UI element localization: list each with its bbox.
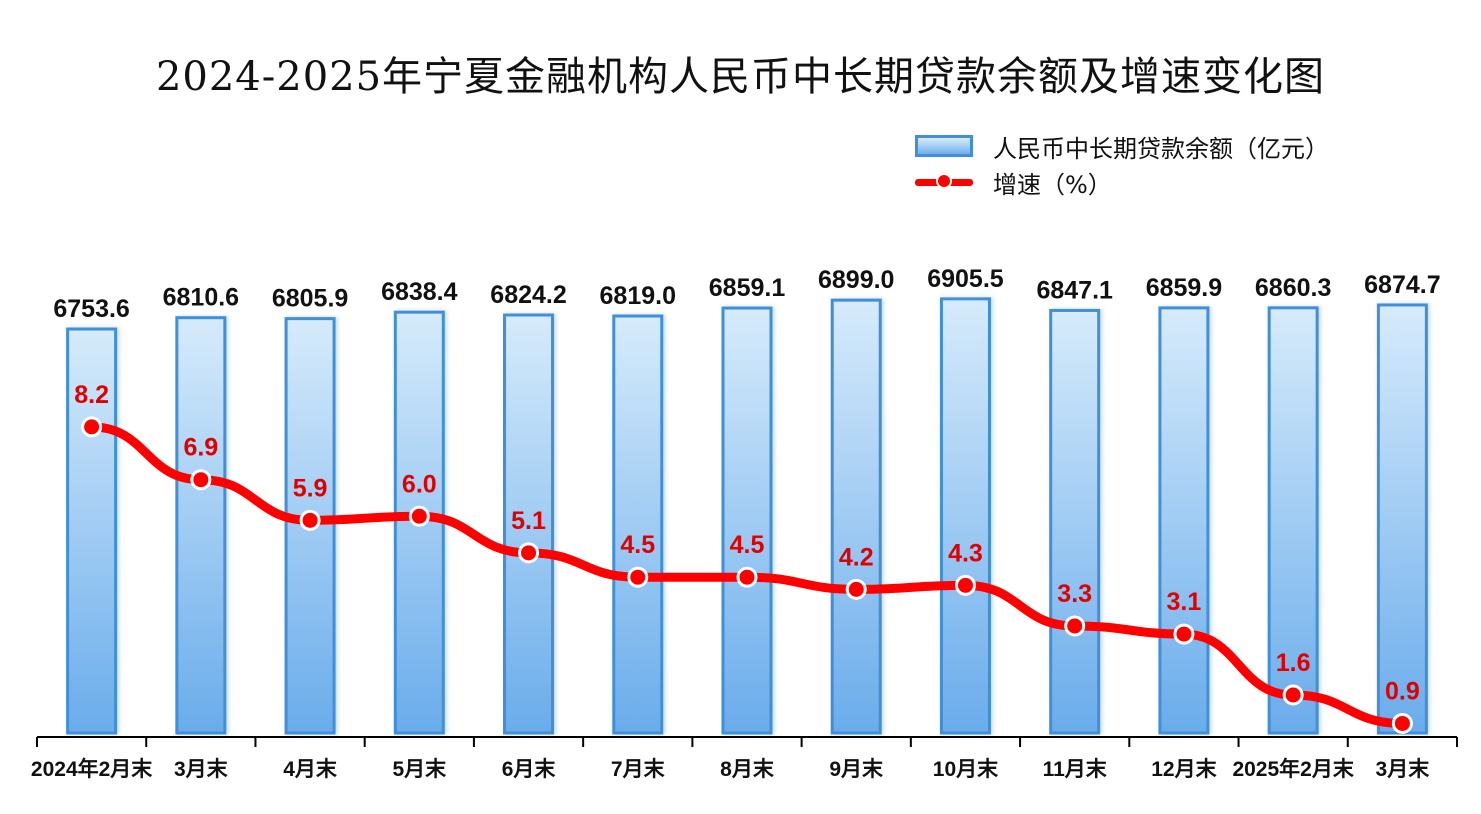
legend-line-label: 增速（%） bbox=[993, 170, 1112, 199]
x-axis: 2024年2月末 3月末 4月末 5月末 6月末 7月末 8月末 9月末 10月末 11月末 12月… bbox=[31, 736, 1458, 781]
bar-value-label-11: 6860.3 bbox=[1255, 274, 1331, 302]
growth-point-3 bbox=[408, 505, 430, 527]
bar-9 bbox=[1049, 308, 1101, 735]
bar-1 bbox=[175, 316, 227, 735]
bar-series bbox=[66, 297, 1428, 735]
x-tick-label-1: 3月末 bbox=[174, 757, 229, 781]
bar-value-label-12: 6874.7 bbox=[1364, 271, 1440, 299]
line-series bbox=[81, 416, 1413, 734]
bar-8 bbox=[939, 297, 991, 735]
x-tick-label-6: 8月末 bbox=[720, 757, 775, 781]
growth-point-6 bbox=[736, 566, 758, 588]
growth-label-2: 5.9 bbox=[293, 474, 328, 502]
bar-value-label-0: 6753.6 bbox=[53, 295, 129, 323]
growth-point-10 bbox=[1173, 623, 1195, 645]
legend-item-balance: 人民币中长期贷款余额（亿元） bbox=[915, 128, 1329, 164]
bar-value-label-1: 6810.6 bbox=[163, 284, 239, 312]
growth-label-10: 3.1 bbox=[1167, 588, 1202, 616]
x-tick-label-4: 6月末 bbox=[502, 757, 557, 781]
growth-label-12: 0.9 bbox=[1385, 677, 1420, 705]
growth-point-1 bbox=[190, 469, 212, 491]
growth-label-6: 4.5 bbox=[730, 531, 765, 559]
x-tick-label-8: 10月末 bbox=[933, 757, 999, 781]
x-tick-label-9: 11月末 bbox=[1043, 757, 1108, 781]
growth-point-5 bbox=[627, 566, 649, 588]
bar-value-label-2: 6805.9 bbox=[272, 285, 348, 313]
bar-10 bbox=[1158, 306, 1210, 735]
x-tick-label-5: 7月末 bbox=[611, 757, 666, 781]
x-tick-label-0: 2024年2月末 bbox=[31, 757, 153, 781]
legend-item-growth: 增速（%） bbox=[915, 164, 1329, 200]
line-value-labels: 8.2 6.9 5.9 6.0 5.1 4.5 4.5 4.2 4.3 3.3 3.1 1.6 0.9 bbox=[74, 381, 1420, 706]
bar-value-label-5: 6819.0 bbox=[600, 282, 676, 310]
legend-bar-label: 人民币中长期贷款余额（亿元） bbox=[993, 134, 1329, 163]
chart-title: 2024-2025年宁夏金融机构人民币中长期贷款余额及增速变化图 bbox=[155, 54, 1326, 100]
x-tick-label-3: 5月末 bbox=[392, 757, 447, 781]
growth-label-7: 4.2 bbox=[839, 543, 874, 571]
bar-value-label-4: 6824.2 bbox=[490, 281, 566, 309]
x-tick-label-11: 2025年2月末 bbox=[1232, 757, 1354, 781]
bar-value-label-10: 6859.9 bbox=[1146, 274, 1222, 302]
growth-point-4 bbox=[518, 542, 540, 564]
x-tick-label-10: 12月末 bbox=[1151, 757, 1217, 781]
bar-0 bbox=[66, 327, 118, 735]
growth-point-9 bbox=[1064, 615, 1086, 637]
bar-4 bbox=[503, 313, 555, 735]
bar-value-label-9: 6847.1 bbox=[1036, 276, 1113, 304]
bar-5 bbox=[612, 314, 664, 735]
legend: 人民币中长期贷款余额（亿元） 增速（%） bbox=[915, 128, 1329, 200]
growth-point-2 bbox=[299, 509, 321, 531]
growth-point-12 bbox=[1391, 712, 1413, 734]
growth-label-4: 5.1 bbox=[511, 507, 546, 535]
growth-point-11 bbox=[1282, 684, 1304, 706]
growth-point-8 bbox=[954, 574, 976, 596]
bar-11 bbox=[1267, 306, 1319, 735]
bar-value-labels: 6753.6 6810.6 6805.9 6838.4 6824.2 6819.0 6859… bbox=[53, 265, 1440, 323]
bar-value-label-8: 6905.5 bbox=[927, 265, 1004, 293]
growth-label-9: 3.3 bbox=[1057, 580, 1092, 608]
growth-point-7 bbox=[845, 578, 867, 600]
growth-label-1: 6.9 bbox=[183, 434, 218, 462]
growth-point-0 bbox=[81, 416, 103, 438]
growth-label-5: 4.5 bbox=[620, 531, 655, 559]
bar-12 bbox=[1376, 303, 1428, 735]
bar-6 bbox=[721, 306, 773, 735]
legend-bar-swatch bbox=[915, 135, 973, 157]
x-tick-label-7: 9月末 bbox=[829, 757, 884, 781]
growth-label-8: 4.3 bbox=[948, 539, 983, 567]
bar-7 bbox=[830, 298, 882, 735]
bar-value-label-7: 6899.0 bbox=[818, 266, 894, 294]
bar-value-label-3: 6838.4 bbox=[381, 278, 458, 306]
growth-label-3: 6.0 bbox=[402, 470, 437, 498]
bar-value-label-6: 6859.1 bbox=[709, 274, 786, 302]
x-tick-label-12: 3月末 bbox=[1376, 757, 1431, 781]
legend-line-swatch bbox=[915, 171, 973, 193]
x-tick-label-2: 4月末 bbox=[283, 757, 338, 781]
growth-label-0: 8.2 bbox=[74, 381, 109, 409]
growth-label-11: 1.6 bbox=[1276, 649, 1311, 677]
